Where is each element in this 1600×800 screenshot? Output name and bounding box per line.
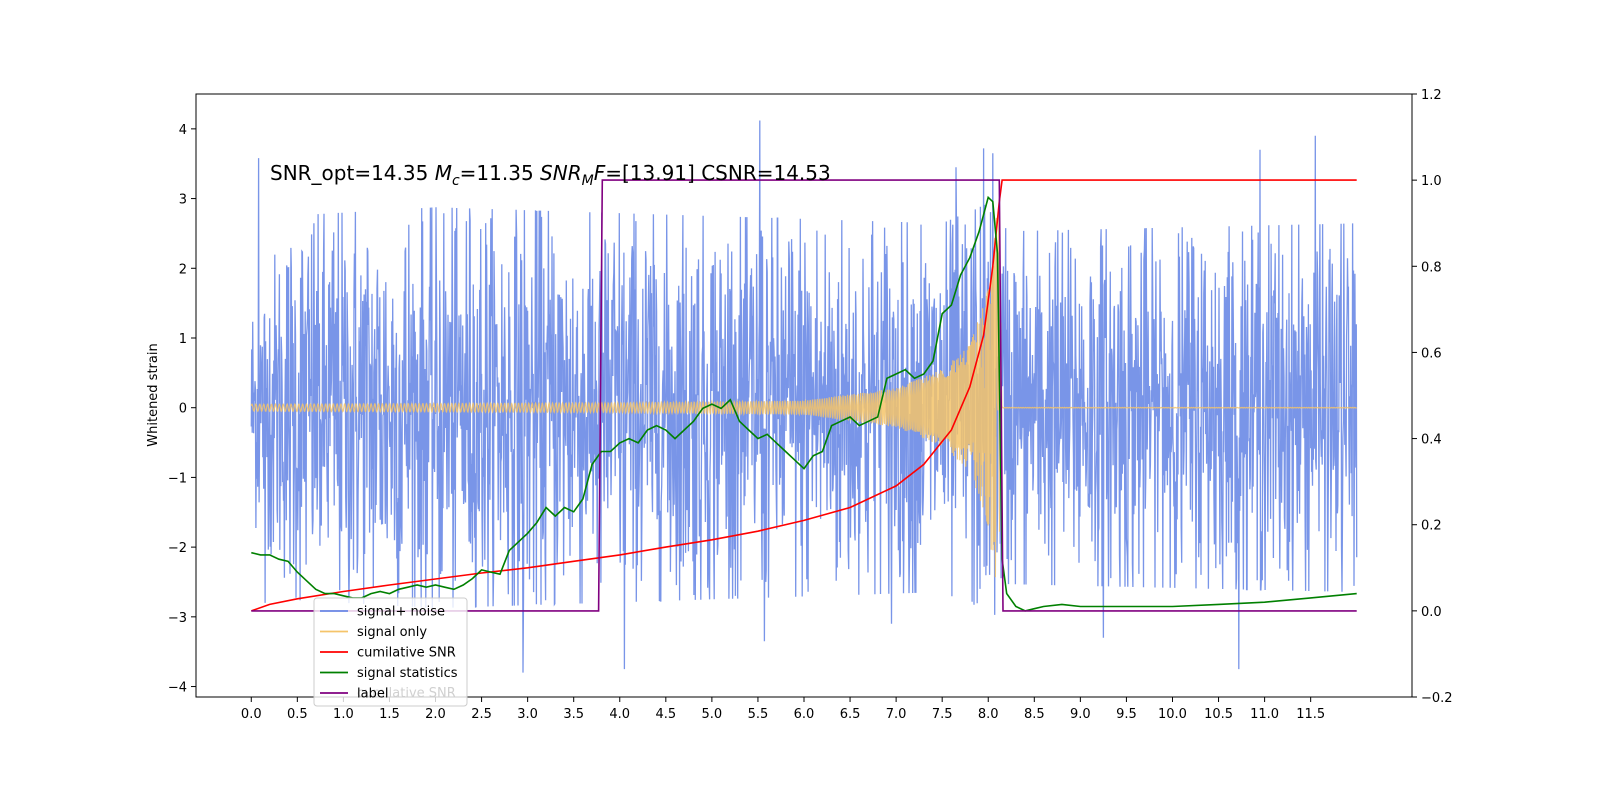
snrmf-mid: F	[594, 161, 606, 185]
y-right-tick-label: 1.2	[1421, 88, 1442, 103]
x-tick-label: 4.0	[609, 707, 630, 722]
x-tick-label: 11.0	[1250, 707, 1279, 722]
y-tick-label: 4	[179, 123, 187, 138]
y-right-tick-label: 0.4	[1421, 433, 1442, 448]
y-tick-label: −1	[168, 471, 187, 486]
series-signal-only-line	[250, 208, 1358, 578]
x-tick-label: 2.0	[425, 707, 446, 722]
legend: cumilative SNR signal+ noise signal only c…	[313, 597, 468, 707]
y-axis-title: Whitened strain	[146, 343, 161, 446]
legend-entry-label: cumilative SNR	[357, 646, 456, 661]
legend-entry-label: label	[357, 687, 388, 702]
x-tick-label: 6.0	[794, 707, 815, 722]
y-axis-right: −0.2 0.0 0.2 0.4 0.6 0.8 1.0 1.2	[1412, 88, 1453, 706]
y-tick-label: −2	[168, 541, 187, 556]
x-tick-label: 0.0	[241, 707, 262, 722]
x-tick-label: 1.5	[379, 707, 400, 722]
y-tick-label: −4	[168, 681, 187, 696]
legend-box	[313, 597, 468, 707]
mc-value: =11.35	[460, 161, 534, 185]
y-right-tick-label: 0.0	[1421, 605, 1442, 620]
x-tick-label: 7.0	[886, 707, 907, 722]
x-tick-label: 3.5	[563, 707, 584, 722]
y-right-tick-label: 1.0	[1421, 174, 1442, 189]
x-tick-label: 5.0	[702, 707, 723, 722]
legend-entry-label: signal statistics	[357, 666, 458, 681]
series-cumulative-snr-line	[251, 179, 1357, 612]
snr-opt-text: SNR_opt=14.35	[270, 161, 428, 185]
legend-entry-label: signal only	[357, 625, 427, 640]
y-tick-label: 1	[179, 332, 187, 347]
mc-subscript: c	[452, 173, 460, 189]
series-label-line	[251, 179, 1357, 612]
legend-ghost-text: cumilative SNR	[357, 686, 456, 701]
chart-annotation: SNR_opt=14.35 Mc=11.35 SNRMF=[13.91] CSN…	[270, 161, 831, 189]
x-axis: 0.0 0.5 1.0 1.5 2.0 2.5 3.0 3.5 4.0 4.5 5.0 5.5 6.0 6…	[241, 697, 1325, 722]
x-tick-label: 8.0	[978, 707, 999, 722]
legend-entry-label: signal+ noise	[357, 605, 445, 620]
snrmf-value: =[13.91]	[605, 161, 695, 185]
csnr-text: CSNR=14.53	[701, 161, 831, 185]
legend-entries: signal+ noise signal only cumilative SNR si…	[320, 605, 458, 702]
y-right-tick-label: 0.2	[1421, 519, 1442, 534]
x-tick-label: 9.0	[1070, 707, 1091, 722]
series-signal-noise-line	[250, 120, 1358, 673]
y-tick-label: 3	[179, 193, 187, 208]
x-tick-label: 1.0	[333, 707, 354, 722]
x-tick-label: 9.5	[1116, 707, 1137, 722]
x-tick-label: 0.5	[287, 707, 308, 722]
series-layer	[250, 120, 1358, 673]
y-tick-label: −3	[168, 611, 187, 626]
y-right-tick-label: 0.6	[1421, 346, 1442, 361]
x-tick-label: 5.5	[748, 707, 769, 722]
snrmf-subscript: M	[582, 173, 594, 189]
y-axis-left: −4 −3 −2 −1 0 1 2 3 4	[168, 123, 196, 696]
snrmf-symbol: SNR	[540, 161, 582, 185]
x-tick-label: 4.5	[655, 707, 676, 722]
y-right-tick-label: 0.8	[1421, 260, 1442, 275]
x-tick-label: 6.5	[840, 707, 861, 722]
y-tick-label: 2	[179, 262, 187, 277]
x-tick-label: 11.5	[1296, 707, 1325, 722]
x-tick-label: 3.0	[517, 707, 538, 722]
x-tick-label: 8.5	[1024, 707, 1045, 722]
x-tick-label: 10.5	[1204, 707, 1233, 722]
x-tick-label: 2.5	[471, 707, 492, 722]
x-tick-label: 7.5	[932, 707, 953, 722]
y-right-tick-label: −0.2	[1421, 691, 1453, 706]
x-tick-label: 10.0	[1158, 707, 1187, 722]
y-tick-label: 0	[179, 402, 187, 417]
mc-symbol: M	[435, 161, 452, 185]
series-signal-statistics-line	[251, 195, 1357, 612]
